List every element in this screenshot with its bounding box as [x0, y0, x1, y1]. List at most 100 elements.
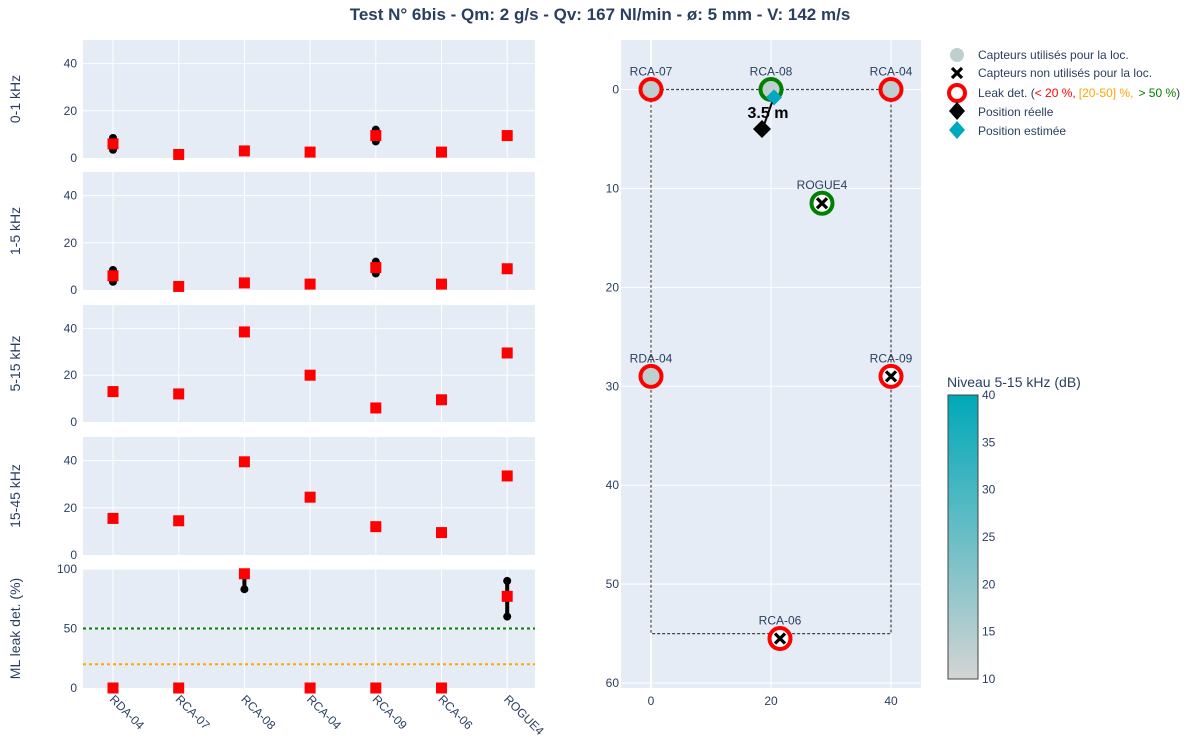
- x-tick-label: RCA-06: [435, 692, 475, 732]
- value-marker: [238, 326, 250, 338]
- sensor-label: RCA-06: [759, 614, 802, 628]
- sensor-ring: [878, 76, 904, 102]
- value-marker: [501, 347, 513, 359]
- value-marker: [107, 682, 119, 694]
- panel-background: [83, 172, 535, 290]
- y-tick-label: 0: [70, 681, 77, 695]
- sensor-ring: [638, 363, 664, 389]
- value-marker: [370, 682, 382, 694]
- range-min-point: [503, 612, 512, 621]
- colorbar-tick-label: 20: [982, 577, 996, 591]
- colorbar-tick-label: 15: [982, 625, 996, 639]
- legend-leak-mid: [20-50] %,: [1079, 86, 1134, 100]
- value-marker: [173, 148, 185, 160]
- y-axis-label: 5-15 kHz: [7, 335, 23, 391]
- y-tick-label: 100: [57, 562, 77, 576]
- range-max-point: [503, 576, 512, 585]
- y-tick-label: 50: [64, 622, 78, 636]
- band-panels: 0 20 40 0-1 kHz 0 20 40 1-5 kHz 0 20 40 5-15 kHz 0 20…: [7, 40, 547, 738]
- value-marker: [304, 369, 316, 381]
- x-tick-label: RCA-08: [238, 692, 278, 732]
- value-marker: [238, 277, 250, 289]
- legend-used-label: Capteurs utilisés pour la loc.: [978, 48, 1129, 62]
- value-marker: [107, 512, 119, 524]
- sensor-rca-08: RCA-08: [750, 64, 793, 102]
- sensor-rca-04: RCA-04: [870, 64, 913, 102]
- y-tick-label: 40: [64, 321, 78, 335]
- value-marker: [238, 568, 250, 580]
- value-marker: [370, 130, 382, 142]
- sensor-label: RCA-09: [870, 351, 913, 365]
- colorbar-tick-label: 40: [982, 388, 996, 402]
- sensor-label: RCA-07: [630, 64, 673, 78]
- y-tick-label: 40: [64, 57, 78, 71]
- value-marker: [436, 278, 447, 290]
- value-marker: [304, 682, 316, 694]
- sensor-ring: [638, 76, 664, 102]
- colorbar-tick-label: 10: [982, 672, 996, 686]
- value-marker: [173, 388, 185, 400]
- y-tick-label: 20: [64, 368, 78, 382]
- range-min-point: [240, 585, 249, 594]
- value-marker: [107, 386, 119, 398]
- legend-estimated-label: Position estimée: [978, 124, 1066, 138]
- colorbar-title: Niveau 5-15 kHz (dB): [947, 374, 1081, 390]
- y-tick-label: 0: [70, 151, 77, 165]
- colorbar-tick-label: 35: [982, 435, 996, 449]
- y-tick-label: 40: [64, 189, 78, 203]
- real-position-marker: [753, 120, 771, 139]
- legend-unused-marker: [950, 66, 964, 80]
- map-y-tick-label: 40: [606, 478, 620, 492]
- value-marker: [501, 590, 513, 602]
- value-marker: [304, 491, 316, 503]
- value-marker: [304, 278, 316, 290]
- map-x-tick-label: 20: [764, 694, 778, 708]
- map-y-tick-label: 30: [606, 379, 620, 393]
- y-tick-label: 0: [70, 548, 77, 562]
- value-marker: [436, 394, 447, 406]
- x-tick-label: RCA-07: [173, 692, 213, 732]
- value-marker: [304, 146, 316, 158]
- y-tick-label: 0: [70, 415, 77, 429]
- colorbar: Niveau 5-15 kHz (dB) 10 15 20 25 30 35 40: [947, 374, 1081, 686]
- value-marker: [436, 682, 447, 694]
- sensor-label: RCA-08: [750, 64, 793, 78]
- value-marker: [107, 270, 119, 282]
- legend-leak-prefix: Leak det. (: [978, 86, 1035, 100]
- legend-real-marker: [949, 102, 965, 120]
- legend-estimated-marker: [949, 121, 965, 139]
- x-tick-label: RDA-04: [107, 692, 147, 732]
- colorbar-tick-label: 30: [982, 483, 996, 497]
- value-marker: [173, 682, 185, 694]
- legend-leak-low: < 20 %,: [1035, 86, 1076, 100]
- panel-4: 0 50 100 ML leak det. (%) RDA-04 RCA-07 RCA-08…: [7, 562, 547, 738]
- legend-leak-label: Leak det. (< 20 %, [20-50] %, > 50 %): [978, 86, 1180, 100]
- y-tick-label: 0: [70, 283, 77, 297]
- legend-leak-high: > 50 %: [1138, 86, 1176, 100]
- legend-real-label: Position réelle: [978, 105, 1054, 119]
- sensor-unused-cross: [773, 632, 787, 645]
- value-marker: [501, 470, 513, 482]
- sensor-label: RDA-04: [630, 351, 673, 365]
- figure-title: Test N° 6bis - Qm: 2 g/s - Qv: 167 Nl/mi…: [350, 5, 851, 24]
- value-marker: [436, 527, 447, 539]
- value-marker: [238, 456, 250, 468]
- value-marker: [173, 515, 185, 527]
- map-y-tick-label: 20: [606, 280, 620, 294]
- distance-arrow: [763, 102, 773, 126]
- sensor-rogue4: ROGUE4: [797, 178, 848, 216]
- value-marker: [370, 402, 382, 414]
- panel-2: 0 20 40 5-15 kHz: [7, 305, 535, 429]
- sensor-rda-04: RDA-04: [630, 351, 673, 389]
- y-axis-label: ML leak det. (%): [7, 578, 23, 679]
- map-x-tick-label: 0: [648, 694, 655, 708]
- sensor-unused-cross: [884, 370, 898, 383]
- y-tick-label: 40: [64, 454, 78, 468]
- panel-3: 0 20 40 15-45 kHz: [7, 437, 535, 562]
- y-tick-label: 20: [64, 501, 78, 515]
- panel-1: 0 20 40 1-5 kHz: [7, 172, 535, 297]
- value-marker: [370, 262, 382, 274]
- x-tick-label: RCA-09: [370, 692, 410, 732]
